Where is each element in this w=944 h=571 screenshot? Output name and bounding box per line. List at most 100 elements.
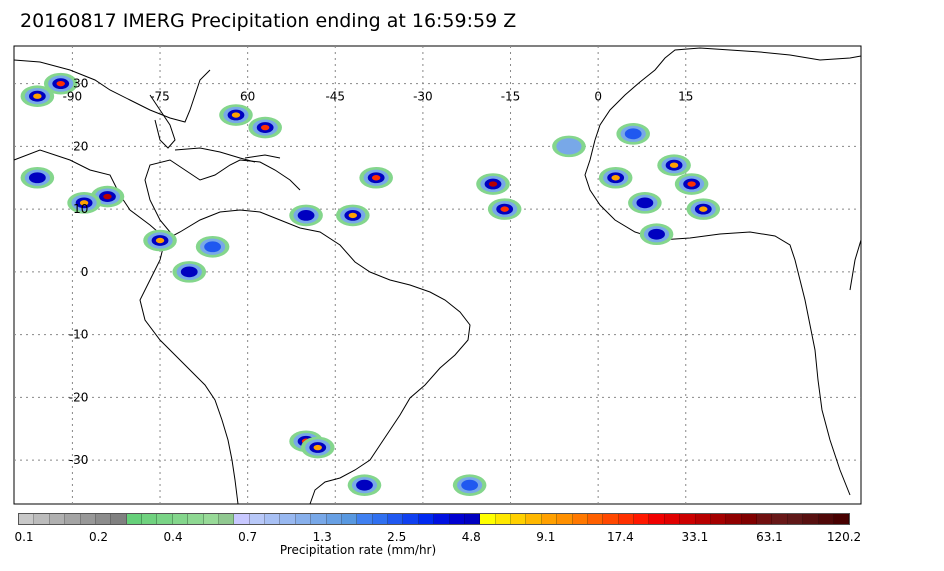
colorbar-swatch xyxy=(172,514,189,524)
latitude-tick-label: -10 xyxy=(69,328,89,342)
precipitation-cell xyxy=(180,266,198,278)
colorbar-swatch xyxy=(49,514,66,524)
precipitation-cell xyxy=(488,181,498,187)
colorbar-tick-label: 17.4 xyxy=(607,530,634,544)
colorbar-swatch xyxy=(341,514,358,524)
colorbar-swatch xyxy=(603,514,619,524)
colorbar-swatch xyxy=(449,514,465,524)
colorbar-tick-label: 2.5 xyxy=(387,530,407,544)
coastline-south-america-west xyxy=(139,239,239,505)
latitude-tick-label: 20 xyxy=(73,139,88,153)
longitude-tick-label: 60 xyxy=(240,90,255,104)
latitude-tick-label: -20 xyxy=(69,390,89,404)
colorbar-swatch xyxy=(280,514,296,524)
colorbar xyxy=(18,513,850,525)
colorbar-tick-label: 4.8 xyxy=(461,530,481,544)
colorbar-swatch xyxy=(80,514,96,524)
gridlines xyxy=(14,46,861,504)
coastline-cuba xyxy=(174,147,256,163)
coastline-africa-east xyxy=(849,239,862,291)
colorbar-swatch xyxy=(634,514,650,524)
latitude-tick-label: -30 xyxy=(69,453,89,467)
colorbar-swatch xyxy=(357,514,373,524)
colorbar-swatch xyxy=(372,514,388,524)
precipitation-cell xyxy=(556,138,582,155)
colorbar-swatch xyxy=(218,514,235,524)
colorbar-swatch xyxy=(464,514,481,524)
colorbar-swatch xyxy=(649,514,665,524)
colorbar-title: Precipitation rate (mm/hr) xyxy=(279,543,437,557)
colorbar-swatch xyxy=(803,514,819,524)
colorbar-swatch xyxy=(326,514,342,524)
precipitation-cell xyxy=(79,200,89,206)
latitude-tick-label: 0 xyxy=(81,265,89,279)
precipitation-cell xyxy=(231,112,241,118)
colorbar-tick-label: 1.3 xyxy=(312,530,332,544)
longitude-tick-label: -75 xyxy=(150,90,170,104)
precipitation-cell xyxy=(348,212,357,219)
precipitation-cell xyxy=(636,197,654,209)
colorbar-swatch xyxy=(480,514,496,524)
map-frame xyxy=(13,45,862,505)
precipitation-cell xyxy=(356,479,373,491)
precipitation-cell xyxy=(461,479,479,491)
colorbar-swatch xyxy=(65,514,81,524)
colorbar-swatch xyxy=(587,514,604,524)
colorbar-swatch xyxy=(772,514,788,524)
colorbar-swatch xyxy=(833,514,850,524)
precipitation-cell xyxy=(56,80,65,87)
colorbar-swatch xyxy=(710,514,727,524)
colorbar-tick-label: 33.1 xyxy=(681,530,709,544)
latitude-labels: 30 20 10 0 -10 -20 -30 xyxy=(69,77,89,467)
coastline-gulf-coast xyxy=(13,59,211,123)
map-title: 20160817 IMERG Precipitation ending at 1… xyxy=(20,10,517,32)
longitude-tick-label: -45 xyxy=(325,90,345,104)
precipitation-cell xyxy=(33,93,42,99)
colorbar-swatch xyxy=(741,514,757,524)
longitude-labels: -90 -75 60 -45 -30 -15 0 15 xyxy=(63,90,694,104)
colorbar-swatch xyxy=(418,514,435,524)
longitude-tick-label: 0 xyxy=(594,90,602,104)
colorbar-swatch xyxy=(295,514,312,524)
colorbar-swatch xyxy=(434,514,450,524)
colorbar-tick-label: 0.4 xyxy=(163,530,183,544)
colorbar-swatch xyxy=(818,514,834,524)
colorbar-swatch xyxy=(265,514,281,524)
coastline-hispaniola xyxy=(244,154,281,159)
coastline-africa xyxy=(594,47,862,141)
precipitation-cell xyxy=(371,175,381,181)
coastlines xyxy=(13,47,862,505)
longitude-tick-label: -30 xyxy=(413,90,433,104)
colorbar-swatch xyxy=(34,514,50,524)
colorbar-swatch xyxy=(572,514,588,524)
colorbar-swatch xyxy=(111,514,127,524)
colorbar-swatch xyxy=(142,514,158,524)
coastline-florida xyxy=(149,94,176,149)
colorbar-swatch xyxy=(403,514,419,524)
precipitation-cell xyxy=(28,172,46,184)
coastline-south-america xyxy=(164,209,471,505)
longitude-tick-label: -90 xyxy=(63,90,83,104)
colorbar-swatch xyxy=(557,514,573,524)
colorbar-swatch xyxy=(511,514,527,524)
precipitation-cells xyxy=(20,72,721,496)
precipitation-cell xyxy=(297,209,315,221)
colorbar-tick-label: 0.2 xyxy=(88,530,109,544)
colorbar-swatch xyxy=(526,514,542,524)
colorbar-swatch xyxy=(618,514,634,524)
colorbar-swatch xyxy=(157,514,173,524)
colorbar-tick-label: 0.7 xyxy=(238,530,258,544)
precipitation-cell xyxy=(313,444,322,451)
colorbar-tick-label: 9.1 xyxy=(536,530,556,544)
colorbar-swatch xyxy=(787,514,804,524)
longitude-tick-label: -15 xyxy=(501,90,521,104)
colorbar-swatch xyxy=(249,514,265,524)
latitude-tick-label: 30 xyxy=(73,77,88,91)
colorbar-tick-label: 120.2 xyxy=(826,530,862,544)
latitude-tick-label: 10 xyxy=(73,202,88,216)
colorbar-swatch xyxy=(234,514,250,524)
precipitation-cell xyxy=(260,124,270,131)
precipitation-cell xyxy=(204,241,222,253)
colorbar-swatch xyxy=(95,514,112,524)
